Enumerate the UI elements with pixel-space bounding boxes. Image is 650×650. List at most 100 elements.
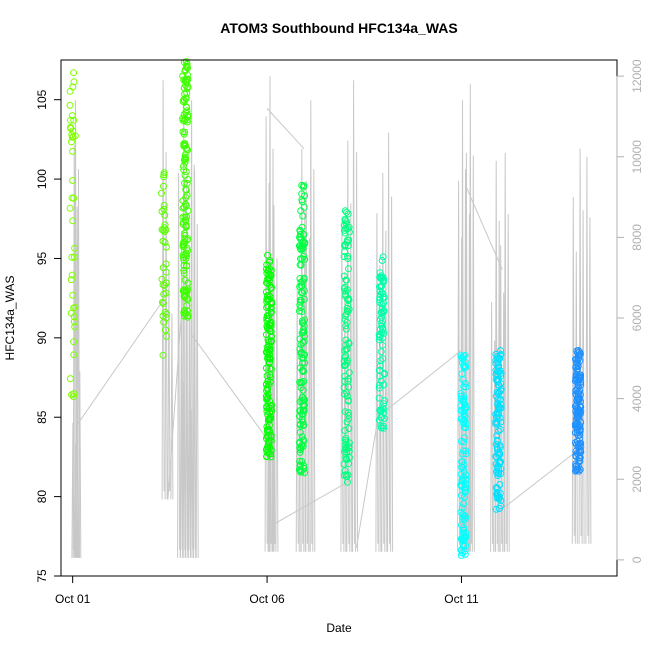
data-point [462, 486, 470, 494]
data-point [375, 336, 383, 344]
data-point [266, 257, 274, 264]
data-point [380, 405, 388, 413]
data-point [296, 261, 304, 269]
data-point [378, 404, 386, 412]
data-point [344, 295, 352, 303]
data-point [343, 357, 351, 365]
point-cluster [492, 347, 505, 513]
y2-tick-label: 6000 [630, 304, 644, 331]
data-point [572, 363, 580, 371]
data-point [299, 339, 307, 347]
data-point [71, 323, 79, 331]
data-point [181, 276, 189, 284]
data-point [377, 348, 385, 356]
data-point [572, 371, 580, 379]
x-axis-label: Date [326, 621, 352, 635]
data-point [183, 191, 191, 199]
data-point [183, 89, 191, 97]
data-point [457, 402, 465, 410]
data-point [495, 505, 503, 512]
data-point [573, 356, 581, 364]
data-point [379, 324, 386, 332]
data-point [299, 183, 307, 191]
data-point [268, 284, 275, 291]
data-point [460, 416, 467, 424]
data-point [158, 275, 166, 283]
data-point [341, 229, 349, 237]
data-point [70, 116, 78, 124]
data-point [376, 333, 384, 341]
data-point [573, 419, 581, 427]
data-point [343, 286, 351, 294]
data-point [460, 447, 467, 455]
data-point [296, 420, 304, 428]
altitude-trace-connector [385, 349, 462, 412]
data-point [574, 462, 582, 470]
data-point [458, 463, 466, 471]
altitude-trace-connector [75, 301, 163, 428]
data-point [461, 400, 469, 408]
data-point [299, 401, 307, 409]
data-point [378, 305, 386, 312]
data-point [183, 76, 191, 84]
chart-title: ATOM3 Southbound HFC134a_WAS [220, 20, 458, 36]
data-point [380, 381, 388, 389]
data-point [379, 253, 387, 261]
data-point [264, 443, 272, 451]
data-point [298, 458, 306, 465]
data-point [298, 317, 306, 325]
data-point [263, 312, 271, 320]
data-point [493, 388, 501, 396]
data-point [184, 285, 192, 293]
data-point [457, 470, 465, 478]
data-point [70, 390, 78, 398]
data-point [343, 276, 350, 284]
data-point [70, 69, 78, 77]
data-point [380, 276, 387, 284]
x-tick-label: Oct 06 [249, 592, 285, 606]
data-point [160, 182, 167, 190]
data-point [183, 179, 191, 187]
data-point [69, 83, 77, 91]
data-point [266, 373, 274, 381]
data-point [299, 410, 307, 418]
data-point [298, 308, 306, 316]
data-point [457, 392, 465, 400]
data-point [299, 368, 307, 376]
data-point [378, 257, 386, 264]
point-cluster [179, 58, 192, 321]
data-point [160, 290, 168, 298]
x-tick-label: Oct 01 [55, 592, 91, 606]
data-point [266, 408, 274, 416]
data-point [299, 241, 307, 249]
data-point [180, 117, 188, 125]
y2-tick-label: 10000 [630, 140, 644, 174]
data-point [296, 412, 303, 420]
data-point [377, 424, 385, 432]
data-point [572, 373, 580, 381]
data-point [162, 326, 169, 334]
data-point [299, 396, 307, 404]
data-point [345, 447, 353, 455]
data-point [262, 364, 270, 372]
data-point [297, 468, 305, 476]
data-point [460, 526, 467, 534]
data-point [180, 269, 188, 277]
data-point [265, 267, 272, 275]
data-point [461, 379, 469, 387]
point-cluster [158, 169, 171, 359]
data-point [180, 203, 188, 211]
data-point [296, 457, 304, 465]
data-point [459, 514, 467, 522]
data-point [575, 412, 583, 420]
data-point [299, 278, 307, 285]
data-point [492, 418, 500, 426]
data-point [266, 345, 274, 353]
point-cluster [262, 251, 276, 461]
data-point [460, 524, 468, 532]
data-point [300, 437, 308, 445]
data-point [576, 402, 584, 410]
data-point [345, 439, 353, 447]
y2-tick-label: 12000 [630, 59, 644, 93]
data-point [379, 422, 387, 430]
